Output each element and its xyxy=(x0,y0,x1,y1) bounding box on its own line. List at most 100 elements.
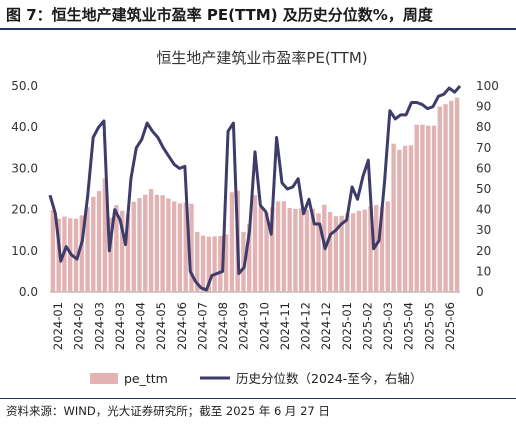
left-tick-label: 30.0 xyxy=(11,161,38,175)
chart: 恒生地产建筑业市盈率PE(TTM) 0.0 10.0 20.0 30.0 40.0 50.… xyxy=(11,49,499,386)
bottom-rule xyxy=(0,398,516,399)
bar-pe-ttm xyxy=(408,145,414,292)
bar-pe-ttm xyxy=(108,217,113,292)
x-tick-label: 2024-09 xyxy=(237,302,251,350)
bar-pe-ttm xyxy=(195,231,200,292)
bar-series-pe-ttm xyxy=(50,97,460,292)
x-tick-label: 2024-11 xyxy=(278,302,292,350)
bar-pe-ttm xyxy=(350,213,356,292)
bar-pe-ttm xyxy=(310,208,315,292)
bar-pe-ttm xyxy=(443,104,448,292)
bar-pe-ttm xyxy=(154,194,160,292)
bar-pe-ttm xyxy=(50,210,56,292)
x-tick-label: 2024-08 xyxy=(216,302,230,350)
bar-pe-ttm xyxy=(206,236,211,292)
x-tick-label: 2024-12 xyxy=(319,302,333,350)
left-tick-label: 20.0 xyxy=(11,203,38,217)
right-tick-label: 60 xyxy=(476,161,491,175)
bar-pe-ttm xyxy=(414,124,419,292)
right-tick-label: 90 xyxy=(476,100,491,114)
line-series-percentile xyxy=(48,85,462,292)
x-tick-label: 2024-10 xyxy=(257,302,271,350)
bar-pe-ttm xyxy=(356,210,362,292)
bar-pe-ttm xyxy=(171,201,177,292)
left-tick-label: 50.0 xyxy=(11,79,38,93)
bar-pe-ttm xyxy=(379,207,385,292)
left-tick-label: 0.0 xyxy=(19,285,38,299)
bar-pe-ttm xyxy=(391,143,396,292)
right-tick-label: 40 xyxy=(476,203,491,217)
bar-pe-ttm xyxy=(374,205,379,292)
chart-title: 恒生地产建筑业市盈率PE(TTM) xyxy=(156,49,367,67)
x-tick-label: 2025-02 xyxy=(360,302,374,350)
x-tick-label: 2024-06 xyxy=(175,302,189,350)
bar-pe-ttm xyxy=(275,201,281,292)
legend-label-percentile: 历史分位数（2024-至今，右轴） xyxy=(236,371,422,386)
bar-pe-ttm xyxy=(449,100,454,292)
right-tick-label: 80 xyxy=(476,120,491,134)
bar-pe-ttm xyxy=(299,208,304,292)
x-tick-label: 2024-12 xyxy=(299,302,313,350)
line-percentile xyxy=(48,85,462,292)
right-tick-label: 20 xyxy=(476,244,491,258)
bar-pe-ttm xyxy=(177,203,183,292)
bar-pe-ttm xyxy=(143,194,148,292)
x-tick-label: 2025-05 xyxy=(422,302,436,350)
legend-swatch-pe-ttm xyxy=(90,373,118,384)
x-axis: 2024-01 2024-02 2024-03 2024-03 2024-04 2024-… xyxy=(51,302,457,350)
right-tick-label: 100 xyxy=(476,79,499,93)
bar-pe-ttm xyxy=(223,234,229,292)
bar-pe-ttm xyxy=(345,213,350,292)
figure-title: 图 7：恒生地产建筑业市盈率 PE(TTM) 及历史分位数%，周度 xyxy=(6,6,433,24)
bar-pe-ttm xyxy=(137,198,142,292)
right-axis: 0 10 20 30 40 50 60 70 80 90 100 xyxy=(476,79,499,299)
bar-pe-ttm xyxy=(131,201,136,292)
bar-pe-ttm xyxy=(85,207,90,292)
right-tick-label: 50 xyxy=(476,182,491,196)
bar-pe-ttm xyxy=(114,205,119,292)
bar-pe-ttm xyxy=(212,236,217,292)
x-tick-label: 2024-05 xyxy=(154,302,168,350)
bar-pe-ttm xyxy=(287,207,292,292)
right-tick-label: 0 xyxy=(476,285,484,299)
bar-pe-ttm xyxy=(339,215,344,292)
x-tick-label: 2024-03 xyxy=(113,302,127,350)
bar-pe-ttm xyxy=(333,216,339,292)
bar-pe-ttm xyxy=(166,198,171,292)
x-tick-label: 2024-03 xyxy=(92,302,106,350)
bar-pe-ttm xyxy=(183,202,188,292)
x-tick-label: 2025-03 xyxy=(381,302,395,350)
x-tick-label: 2024-02 xyxy=(72,302,86,350)
bar-pe-ttm xyxy=(79,215,84,292)
bar-pe-ttm xyxy=(368,206,373,292)
bar-pe-ttm xyxy=(431,125,437,292)
left-axis: 0.0 10.0 20.0 30.0 40.0 50.0 xyxy=(11,79,38,299)
bar-pe-ttm xyxy=(102,178,108,292)
bar-pe-ttm xyxy=(264,212,269,292)
bar-pe-ttm xyxy=(426,125,431,292)
x-tick-label: 2025-06 xyxy=(443,302,457,350)
bar-pe-ttm xyxy=(160,195,165,292)
x-tick-label: 2024-01 xyxy=(51,302,65,350)
right-tick-label: 70 xyxy=(476,141,491,155)
x-tick-label: 2025-04 xyxy=(402,302,416,350)
bar-pe-ttm xyxy=(397,149,402,292)
left-tick-label: 10.0 xyxy=(11,244,38,258)
bar-pe-ttm xyxy=(437,106,442,292)
bar-pe-ttm xyxy=(247,224,252,292)
bar-pe-ttm xyxy=(119,210,125,292)
bar-pe-ttm xyxy=(304,209,310,292)
bar-pe-ttm xyxy=(454,97,460,292)
right-tick-label: 30 xyxy=(476,223,491,237)
bar-pe-ttm xyxy=(420,124,425,292)
top-rule xyxy=(0,28,516,30)
bar-pe-ttm xyxy=(229,192,235,292)
bar-pe-ttm xyxy=(327,212,333,292)
bar-pe-ttm xyxy=(125,214,131,292)
bar-pe-ttm xyxy=(402,145,408,292)
bar-pe-ttm xyxy=(281,201,287,292)
bar-pe-ttm xyxy=(270,207,275,292)
bar-pe-ttm xyxy=(73,218,79,292)
bar-pe-ttm xyxy=(200,235,206,292)
bar-pe-ttm xyxy=(148,189,154,292)
